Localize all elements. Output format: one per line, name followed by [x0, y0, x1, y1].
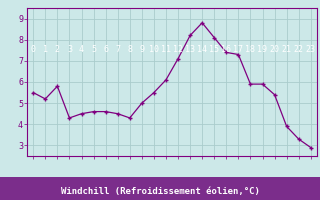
- Text: 11: 11: [161, 46, 171, 54]
- Text: 1: 1: [43, 46, 48, 54]
- Text: 15: 15: [209, 46, 219, 54]
- Text: 0: 0: [31, 46, 36, 54]
- Text: 17: 17: [233, 46, 244, 54]
- Text: 20: 20: [269, 46, 280, 54]
- Text: 13: 13: [185, 46, 195, 54]
- Text: 22: 22: [294, 46, 304, 54]
- Text: 16: 16: [221, 46, 231, 54]
- Text: 10: 10: [149, 46, 159, 54]
- Text: 19: 19: [258, 46, 268, 54]
- Text: 14: 14: [197, 46, 207, 54]
- Text: 18: 18: [245, 46, 255, 54]
- Text: 7: 7: [115, 46, 120, 54]
- Text: 21: 21: [282, 46, 292, 54]
- Text: 8: 8: [127, 46, 132, 54]
- Text: 4: 4: [79, 46, 84, 54]
- Text: 9: 9: [139, 46, 144, 54]
- Text: 23: 23: [306, 46, 316, 54]
- Text: 2: 2: [55, 46, 60, 54]
- Text: 12: 12: [173, 46, 183, 54]
- Text: 3: 3: [67, 46, 72, 54]
- Text: 5: 5: [91, 46, 96, 54]
- Text: 6: 6: [103, 46, 108, 54]
- Text: Windchill (Refroidissement éolien,°C): Windchill (Refroidissement éolien,°C): [60, 187, 260, 196]
